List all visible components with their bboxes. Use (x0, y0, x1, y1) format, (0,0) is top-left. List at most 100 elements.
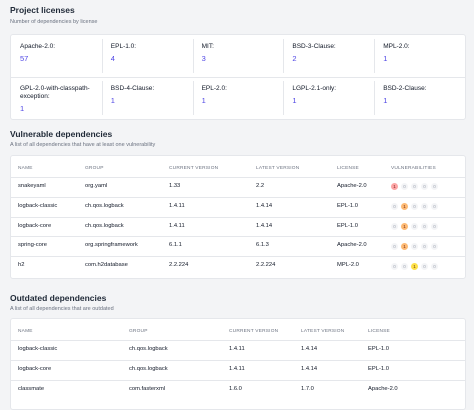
cell-divider (101, 39, 103, 73)
vulnerability-badge: 0 (401, 183, 408, 191)
vulnerability-badge: 0 (391, 203, 398, 211)
cell-divider (374, 81, 376, 115)
column-header: NAME (18, 166, 33, 171)
vulnerability-badge: 1 (401, 203, 408, 211)
license-name: EPL-2.0: (201, 85, 227, 92)
cell-group: org.yaml (85, 182, 108, 189)
section-title: Outdated dependencies (10, 293, 107, 303)
license-count: 57 (20, 54, 29, 63)
license-count: 1 (383, 54, 388, 63)
vulnerability-badge: 0 (411, 223, 418, 230)
vulnerability-badge: 1 (391, 183, 398, 191)
license-name: MPL-2.0: (383, 43, 410, 50)
row-divider (11, 177, 465, 178)
report: (() => { const data = JSON.parse(documen… (10, 5, 466, 410)
cell-license: EPL-1.0 (368, 366, 389, 372)
cell-name: logback-core (18, 366, 52, 372)
cell-license: EPL-1.0 (337, 222, 358, 229)
column-header: LICENSE (337, 166, 359, 171)
vulnerability-badge: 1 (401, 242, 408, 250)
cell-latest: 6.1.3 (256, 242, 269, 249)
row-divider (11, 196, 465, 198)
cell-group: ch.qos.logback (129, 346, 168, 352)
vulnerability-badge: 0 (431, 183, 438, 191)
cell-latest: 1.4.14 (256, 222, 273, 229)
license-name: BSD-4-Clause: (110, 85, 155, 92)
license-name: Apache-2.0: (20, 43, 56, 50)
row-divider (11, 380, 465, 381)
license-count: 1 (20, 104, 25, 113)
cell-divider (283, 39, 285, 73)
row-divider (11, 77, 465, 78)
section-subtitle: A list of all dependencies that are outd… (10, 306, 114, 312)
cell-name: classmate (18, 386, 45, 392)
cell-divider (374, 39, 376, 73)
cell-latest: 2.2 (256, 182, 265, 189)
cell-divider (192, 81, 194, 115)
table-card: NAME GROUP CURRENT VERSION LATEST VERSION LI… (10, 155, 466, 279)
cell-latest: 1.7.0 (301, 386, 314, 392)
vulnerability-badge: 0 (391, 262, 398, 270)
cell-divider (283, 81, 285, 115)
license-count: 1 (110, 96, 115, 105)
section-title: Vulnerable dependencies (10, 129, 113, 139)
vulnerability-badge: 0 (421, 203, 428, 211)
cell-latest: 1.4.14 (301, 366, 318, 372)
column-header: LICENSE (368, 329, 390, 334)
cell-name: spring-core (18, 242, 47, 249)
vulnerability-badge: 0 (431, 242, 438, 250)
cell-current: 1.4.11 (229, 366, 245, 372)
vulnerability-badge: 0 (431, 262, 438, 270)
cell-latest: 1.4.14 (301, 346, 318, 352)
cell-license: Apache-2.0 (337, 182, 367, 189)
license-name: MIT: (201, 43, 214, 50)
license-name: BSD-3-Clause: (292, 43, 336, 50)
cell-name: logback-core (18, 222, 52, 229)
column-header: CURRENT VERSION (229, 329, 279, 334)
cell-latest: 2.2.224 (256, 262, 276, 269)
vulnerability-badge: 0 (421, 242, 428, 250)
cell-latest: 1.4.14 (256, 202, 273, 209)
vulnerability-badge: 0 (411, 203, 418, 211)
cell-group: com.fasterxml (129, 386, 166, 392)
license-count: 1 (383, 96, 388, 105)
vulnerability-badge: 0 (421, 183, 428, 191)
cell-group: ch.qos.logback (129, 366, 168, 372)
column-header: LATEST VERSION (256, 166, 300, 171)
cell-divider (192, 39, 194, 73)
vulnerability-badge: 0 (431, 223, 438, 230)
table-card: NAME GROUP CURRENT VERSION LATEST VERSION LI… (10, 318, 466, 410)
license-name: BSD-2-Clause: (383, 85, 427, 92)
vulnerability-badge: 0 (411, 242, 418, 250)
vulnerability-badge: 0 (401, 262, 408, 270)
cell-current: 1.4.11 (169, 202, 185, 209)
row-divider (11, 360, 465, 361)
row-divider (11, 256, 465, 258)
vulnerability-badge: 0 (391, 223, 398, 230)
cell-group: ch.qos.logback (85, 222, 124, 229)
vulnerability-badge: 1 (401, 223, 408, 230)
vulnerability-badge: 0 (431, 203, 438, 211)
cell-current: 6.1.1 (169, 242, 182, 249)
section-subtitle: Number of dependencies by license (10, 19, 98, 25)
license-count: 4 (110, 54, 115, 63)
column-header: GROUP (85, 166, 104, 171)
cell-license: Apache-2.0 (368, 386, 398, 392)
vulnerability-badge: 0 (421, 223, 428, 230)
column-header: LATEST VERSION (301, 329, 345, 334)
page: { "licenses": { "title": "Project licens… (10, 5, 466, 410)
cell-group: ch.qos.logback (85, 202, 124, 209)
vulnerability-badge: 1 (411, 262, 418, 270)
vulnerability-badge: 0 (411, 183, 418, 191)
license-name: EPL-1.0: (110, 43, 137, 50)
license-count: 3 (201, 54, 206, 63)
cell-current: 1.6.0 (229, 386, 242, 392)
license-count: 1 (201, 96, 206, 105)
license-card: Apache-2.0: 57 EPL-1.0: 4 MIT: 3 BSD-3-Clause:… (10, 34, 466, 120)
license-name: LGPL-2.1-only: (292, 85, 337, 92)
vulnerability-badge: 0 (421, 262, 428, 270)
row-divider (11, 216, 465, 218)
license-count: 1 (292, 96, 297, 105)
row-divider (11, 236, 465, 238)
cell-current: 1.4.11 (229, 346, 245, 352)
